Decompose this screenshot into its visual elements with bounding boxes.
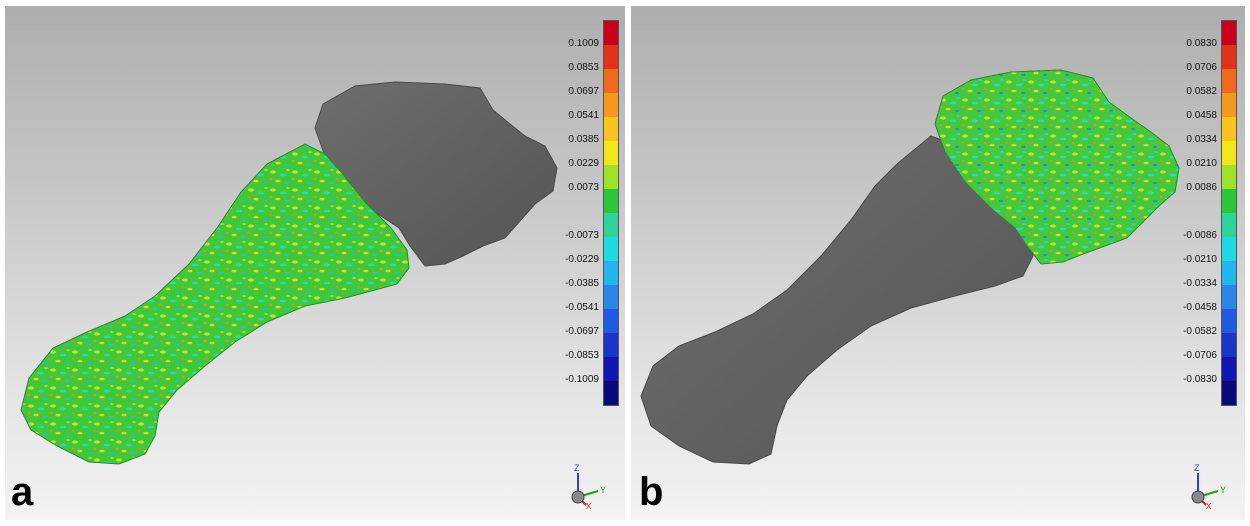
colorbar-segment <box>1222 213 1236 237</box>
colorbar-segment <box>1222 165 1236 189</box>
colorbar-segment <box>1222 285 1236 309</box>
colorbar-tick-label: -0.1009 <box>565 374 599 385</box>
colorbar-b <box>1221 20 1237 406</box>
colorbar-tick-label: -0.0073 <box>565 230 599 241</box>
colorbar-tick-label: 0.0385 <box>568 134 599 145</box>
colorbar-segment <box>604 165 618 189</box>
colorbar-segment <box>604 381 618 405</box>
colorbar-tick-label: 0.0582 <box>1186 86 1217 97</box>
colorbar-segment <box>604 333 618 357</box>
colorbar-segment <box>1222 45 1236 69</box>
x-axis-label: X <box>586 502 592 511</box>
colorbar-tick-label: 0.0229 <box>568 158 599 169</box>
colorbar-tick-label: -0.0458 <box>1183 302 1217 313</box>
colorbar-tick-label: 0.0073 <box>568 182 599 193</box>
colorbar-tick-label: 0.0210 <box>1186 158 1217 169</box>
colorbar-tick-label: 0.1009 <box>568 38 599 49</box>
colorbar-segment <box>604 237 618 261</box>
panel-a-3d-scene[interactable] <box>5 6 625 520</box>
colorbar-segment <box>1222 309 1236 333</box>
panel-label-a: a <box>11 470 34 514</box>
colorbar-tick-label: -0.0830 <box>1183 374 1217 385</box>
colorbar-segment <box>1222 381 1236 405</box>
colorbar-segment <box>604 21 618 45</box>
colorbar-segment <box>604 261 618 285</box>
colorbar-tick-label: -0.0210 <box>1183 254 1217 265</box>
colorbar-tick-label: 0.0706 <box>1186 62 1217 73</box>
colorbar-segment <box>1222 141 1236 165</box>
colorbar-segment <box>604 309 618 333</box>
y-axis-label: Y <box>1220 485 1226 495</box>
tarsal-bone-colored <box>934 69 1180 265</box>
colorbar-tick-label: -0.0541 <box>565 302 599 313</box>
colorbar-segment <box>604 189 618 213</box>
colorbar-tick-label: -0.0385 <box>565 278 599 289</box>
colorbar-tick-label: 0.0334 <box>1186 134 1217 145</box>
colorbar-tick-label: -0.0229 <box>565 254 599 265</box>
z-axis-label: Z <box>574 463 580 473</box>
axis-triad-b: Z Y X <box>1191 463 1226 511</box>
x-axis-label: X <box>1206 502 1212 511</box>
colorbar-tick-label: -0.0853 <box>565 350 599 361</box>
colorbar-segment <box>604 117 618 141</box>
colorbar-tick-label: -0.0086 <box>1183 230 1217 241</box>
z-axis-label: Z <box>1194 463 1200 473</box>
colorbar-tick-label: -0.0697 <box>565 326 599 337</box>
colorbar-segment <box>604 141 618 165</box>
colorbar-segment <box>1222 261 1236 285</box>
metatarsal-bone-colored <box>20 143 410 465</box>
colorbar-tick-label: 0.0853 <box>568 62 599 73</box>
colorbar-segment <box>1222 21 1236 45</box>
colorbar-segment <box>604 285 618 309</box>
colorbar-tick-label: -0.0582 <box>1183 326 1217 337</box>
colorbar-segment <box>1222 333 1236 357</box>
panel-b-3d-scene[interactable] <box>631 6 1245 520</box>
colorbar-tick-label: 0.0458 <box>1186 110 1217 121</box>
colorbar-segment <box>604 69 618 93</box>
colorbar-segment <box>604 45 618 69</box>
colorbar-segment <box>1222 93 1236 117</box>
colorbar-segment <box>1222 357 1236 381</box>
colorbar-tick-label: 0.0086 <box>1186 182 1217 193</box>
colorbar-segment <box>604 357 618 381</box>
colorbar-segment <box>604 93 618 117</box>
panel-a-viewport[interactable]: 0.1009 0.0853 0.0697 0.0541 0.0385 0.0229 0.00… <box>5 6 625 520</box>
colorbar-segment <box>1222 117 1236 141</box>
colorbar-segment <box>1222 189 1236 213</box>
panel-b-viewport[interactable]: 0.0830 0.0706 0.0582 0.0458 0.0334 0.0210 0.00… <box>631 6 1245 520</box>
panel-label-b: b <box>639 470 664 514</box>
colorbar-tick-label: 0.0830 <box>1186 38 1217 49</box>
colorbar-tick-label: -0.0334 <box>1183 278 1217 289</box>
colorbar-tick-label: 0.0541 <box>568 110 599 121</box>
axis-triad-a: Z Y X <box>571 463 606 511</box>
colorbar-segment <box>1222 237 1236 261</box>
colorbar-tick-label: -0.0706 <box>1183 350 1217 361</box>
colorbar-tick-label: 0.0697 <box>568 86 599 97</box>
colorbar-a <box>603 20 619 406</box>
y-axis-label: Y <box>600 485 606 495</box>
colorbar-segment <box>1222 69 1236 93</box>
colorbar-segment <box>604 213 618 237</box>
